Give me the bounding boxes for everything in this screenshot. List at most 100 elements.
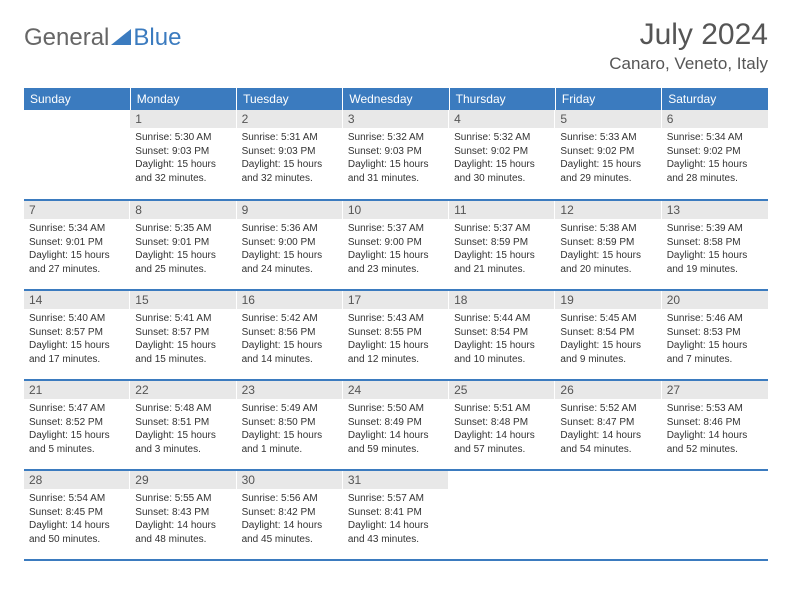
day-number: 26	[555, 381, 661, 399]
calendar-day-cell: 18Sunrise: 5:44 AMSunset: 8:54 PMDayligh…	[449, 290, 555, 380]
sunset-text: Sunset: 8:41 PM	[348, 506, 444, 520]
sunset-text: Sunset: 8:55 PM	[348, 326, 444, 340]
calendar-day-cell: 28Sunrise: 5:54 AMSunset: 8:45 PMDayligh…	[24, 470, 130, 560]
sunrise-text: Sunrise: 5:35 AM	[135, 222, 231, 236]
sunrise-text: Sunrise: 5:57 AM	[348, 492, 444, 506]
sunset-text: Sunset: 8:59 PM	[454, 236, 550, 250]
day-number: 17	[343, 291, 449, 309]
logo: General Blue	[24, 18, 181, 52]
calendar-body: 1Sunrise: 5:30 AMSunset: 9:03 PMDaylight…	[24, 110, 768, 560]
day-number: 1	[130, 110, 236, 128]
sunrise-text: Sunrise: 5:56 AM	[242, 492, 338, 506]
day-number: 7	[24, 201, 130, 219]
weekday-header: Wednesday	[343, 88, 449, 110]
day-number: 4	[449, 110, 555, 128]
sunrise-text: Sunrise: 5:32 AM	[348, 131, 444, 145]
calendar-day-cell: 13Sunrise: 5:39 AMSunset: 8:58 PMDayligh…	[662, 200, 768, 290]
day-details: Sunrise: 5:37 AMSunset: 9:00 PMDaylight:…	[343, 219, 449, 281]
sunrise-text: Sunrise: 5:33 AM	[560, 131, 656, 145]
day-number: 9	[237, 201, 343, 219]
calendar-day-cell: 16Sunrise: 5:42 AMSunset: 8:56 PMDayligh…	[237, 290, 343, 380]
sunrise-text: Sunrise: 5:40 AM	[29, 312, 125, 326]
weekday-header: Friday	[555, 88, 661, 110]
calendar-day-cell	[449, 470, 555, 560]
day-details: Sunrise: 5:44 AMSunset: 8:54 PMDaylight:…	[449, 309, 555, 371]
day-number: 22	[130, 381, 236, 399]
calendar-day-cell: 25Sunrise: 5:51 AMSunset: 8:48 PMDayligh…	[449, 380, 555, 470]
calendar-day-cell: 11Sunrise: 5:37 AMSunset: 8:59 PMDayligh…	[449, 200, 555, 290]
day-number: 29	[130, 471, 236, 489]
daylight-text: Daylight: 15 hours and 3 minutes.	[135, 429, 231, 456]
calendar-table: Sunday Monday Tuesday Wednesday Thursday…	[24, 88, 768, 561]
daylight-text: Daylight: 15 hours and 10 minutes.	[454, 339, 550, 366]
day-details: Sunrise: 5:46 AMSunset: 8:53 PMDaylight:…	[662, 309, 768, 371]
day-number: 24	[343, 381, 449, 399]
sunrise-text: Sunrise: 5:44 AM	[454, 312, 550, 326]
daylight-text: Daylight: 14 hours and 50 minutes.	[29, 519, 125, 546]
sunrise-text: Sunrise: 5:39 AM	[667, 222, 763, 236]
calendar-week-row: 28Sunrise: 5:54 AMSunset: 8:45 PMDayligh…	[24, 470, 768, 560]
weekday-header: Monday	[130, 88, 236, 110]
sunset-text: Sunset: 8:57 PM	[135, 326, 231, 340]
sunset-text: Sunset: 9:03 PM	[242, 145, 338, 159]
calendar-week-row: 14Sunrise: 5:40 AMSunset: 8:57 PMDayligh…	[24, 290, 768, 380]
sunset-text: Sunset: 9:02 PM	[560, 145, 656, 159]
logo-text-2: Blue	[133, 24, 181, 52]
day-details: Sunrise: 5:32 AMSunset: 9:02 PMDaylight:…	[449, 128, 555, 190]
sunset-text: Sunset: 8:53 PM	[667, 326, 763, 340]
sunset-text: Sunset: 8:43 PM	[135, 506, 231, 520]
calendar-day-cell: 6Sunrise: 5:34 AMSunset: 9:02 PMDaylight…	[662, 110, 768, 200]
sunset-text: Sunset: 8:51 PM	[135, 416, 231, 430]
daylight-text: Daylight: 15 hours and 21 minutes.	[454, 249, 550, 276]
day-number: 10	[343, 201, 449, 219]
day-details: Sunrise: 5:50 AMSunset: 8:49 PMDaylight:…	[343, 399, 449, 461]
sunset-text: Sunset: 9:01 PM	[29, 236, 125, 250]
day-number: 21	[24, 381, 130, 399]
weekday-header: Thursday	[449, 88, 555, 110]
title-block: July 2024 Canaro, Veneto, Italy	[609, 18, 768, 74]
daylight-text: Daylight: 14 hours and 45 minutes.	[242, 519, 338, 546]
day-details: Sunrise: 5:43 AMSunset: 8:55 PMDaylight:…	[343, 309, 449, 371]
location: Canaro, Veneto, Italy	[609, 54, 768, 74]
calendar-week-row: 1Sunrise: 5:30 AMSunset: 9:03 PMDaylight…	[24, 110, 768, 200]
calendar-day-cell: 2Sunrise: 5:31 AMSunset: 9:03 PMDaylight…	[237, 110, 343, 200]
calendar-day-cell: 22Sunrise: 5:48 AMSunset: 8:51 PMDayligh…	[130, 380, 236, 470]
sunrise-text: Sunrise: 5:55 AM	[135, 492, 231, 506]
day-details: Sunrise: 5:33 AMSunset: 9:02 PMDaylight:…	[555, 128, 661, 190]
day-details: Sunrise: 5:37 AMSunset: 8:59 PMDaylight:…	[449, 219, 555, 281]
sunrise-text: Sunrise: 5:53 AM	[667, 402, 763, 416]
sunset-text: Sunset: 9:00 PM	[242, 236, 338, 250]
daylight-text: Daylight: 15 hours and 20 minutes.	[560, 249, 656, 276]
day-details: Sunrise: 5:39 AMSunset: 8:58 PMDaylight:…	[662, 219, 768, 281]
day-number: 28	[24, 471, 130, 489]
sunset-text: Sunset: 8:46 PM	[667, 416, 763, 430]
calendar-day-cell: 5Sunrise: 5:33 AMSunset: 9:02 PMDaylight…	[555, 110, 661, 200]
sunset-text: Sunset: 8:54 PM	[560, 326, 656, 340]
day-number: 15	[130, 291, 236, 309]
day-details: Sunrise: 5:52 AMSunset: 8:47 PMDaylight:…	[555, 399, 661, 461]
daylight-text: Daylight: 14 hours and 43 minutes.	[348, 519, 444, 546]
sunset-text: Sunset: 8:59 PM	[560, 236, 656, 250]
calendar-day-cell: 23Sunrise: 5:49 AMSunset: 8:50 PMDayligh…	[237, 380, 343, 470]
calendar-day-cell: 4Sunrise: 5:32 AMSunset: 9:02 PMDaylight…	[449, 110, 555, 200]
sunset-text: Sunset: 8:52 PM	[29, 416, 125, 430]
day-details: Sunrise: 5:49 AMSunset: 8:50 PMDaylight:…	[237, 399, 343, 461]
daylight-text: Daylight: 14 hours and 57 minutes.	[454, 429, 550, 456]
sunrise-text: Sunrise: 5:52 AM	[560, 402, 656, 416]
day-number	[662, 471, 768, 489]
sunrise-text: Sunrise: 5:38 AM	[560, 222, 656, 236]
sunrise-text: Sunrise: 5:37 AM	[454, 222, 550, 236]
sunrise-text: Sunrise: 5:42 AM	[242, 312, 338, 326]
daylight-text: Daylight: 14 hours and 52 minutes.	[667, 429, 763, 456]
daylight-text: Daylight: 15 hours and 19 minutes.	[667, 249, 763, 276]
sunrise-text: Sunrise: 5:54 AM	[29, 492, 125, 506]
calendar-day-cell: 14Sunrise: 5:40 AMSunset: 8:57 PMDayligh…	[24, 290, 130, 380]
sunset-text: Sunset: 8:54 PM	[454, 326, 550, 340]
day-details: Sunrise: 5:48 AMSunset: 8:51 PMDaylight:…	[130, 399, 236, 461]
calendar-day-cell: 7Sunrise: 5:34 AMSunset: 9:01 PMDaylight…	[24, 200, 130, 290]
calendar-day-cell: 26Sunrise: 5:52 AMSunset: 8:47 PMDayligh…	[555, 380, 661, 470]
calendar-day-cell: 19Sunrise: 5:45 AMSunset: 8:54 PMDayligh…	[555, 290, 661, 380]
day-number: 27	[662, 381, 768, 399]
header: General Blue July 2024 Canaro, Veneto, I…	[24, 18, 768, 74]
day-details: Sunrise: 5:45 AMSunset: 8:54 PMDaylight:…	[555, 309, 661, 371]
